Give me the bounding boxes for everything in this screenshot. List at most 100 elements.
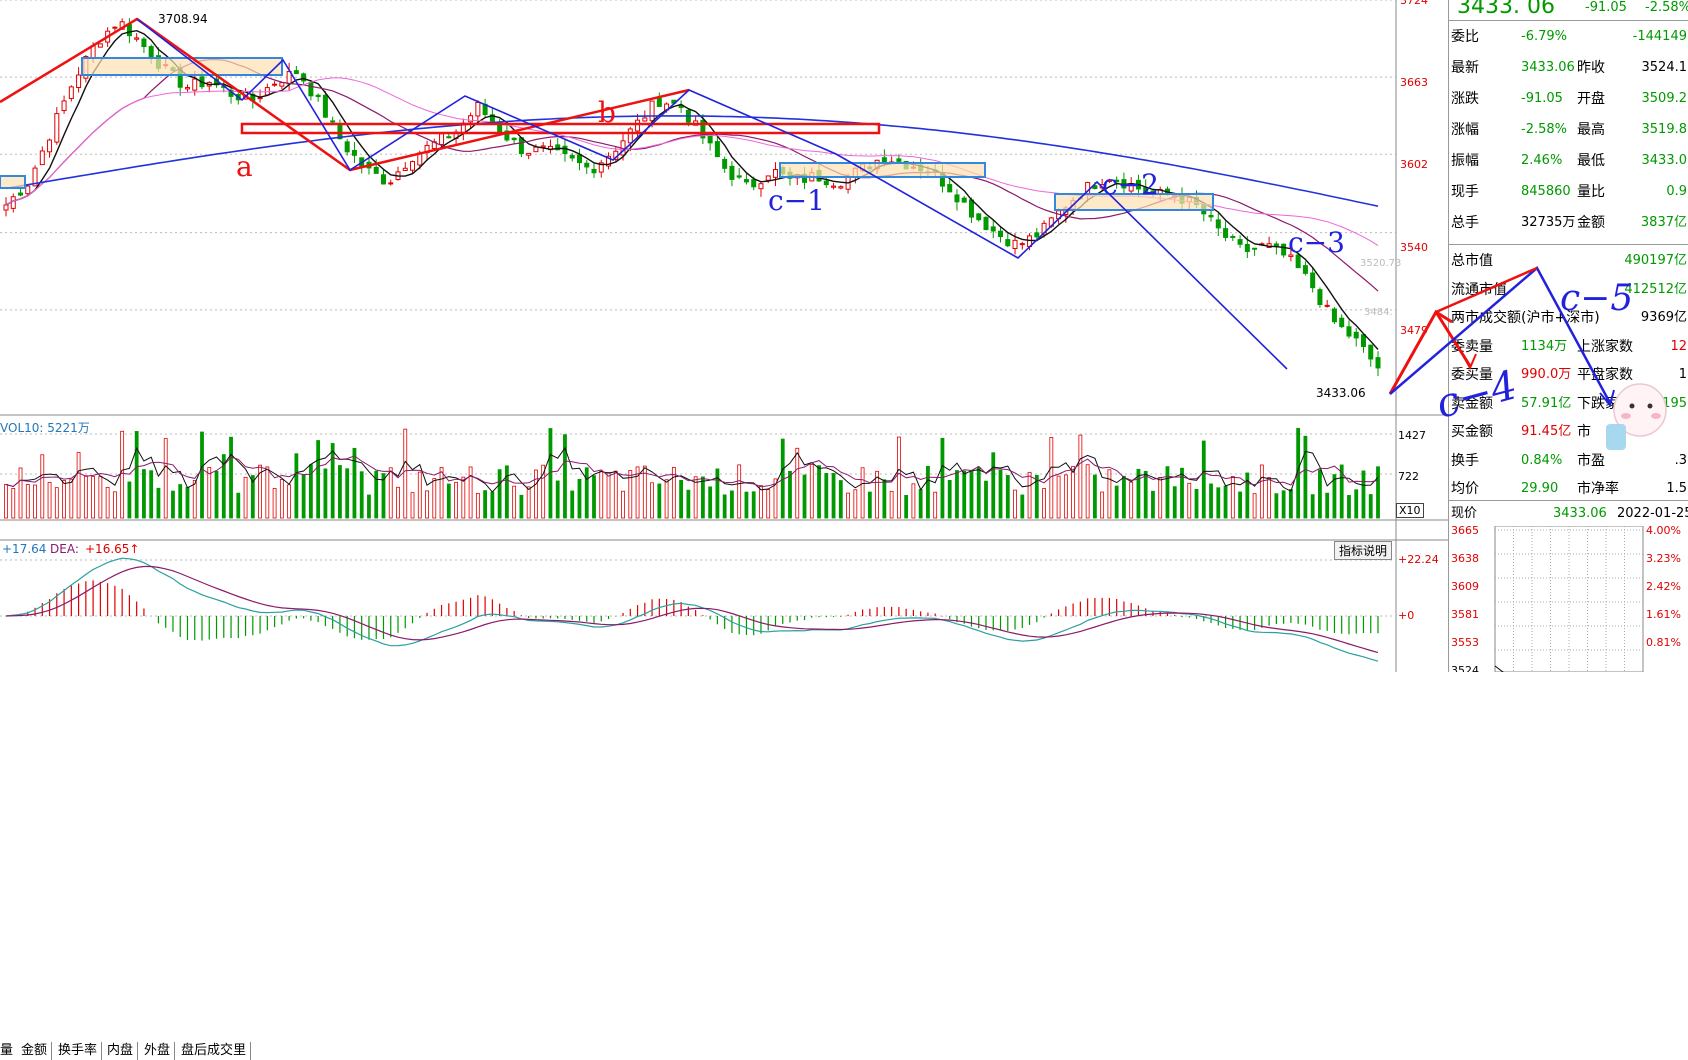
- volume-bar-down: [497, 469, 502, 519]
- candle-up: [468, 115, 474, 123]
- volume-bar-down: [969, 469, 974, 519]
- now-label: 现价: [1451, 506, 1478, 521]
- candle-up: [649, 100, 655, 122]
- volume-bar-up: [454, 481, 458, 519]
- intraday-mini-chart[interactable]: 3665 3638 3609 3581 3553 3524 4.00% 3.23% 2.42% 1…: [1449, 526, 1688, 672]
- volume-bar-up: [98, 475, 103, 519]
- volume-bar-down: [592, 475, 596, 519]
- candle-up: [10, 196, 16, 209]
- volume-bar-up: [541, 464, 546, 519]
- quote-label: 下跌家数: [1577, 395, 1633, 412]
- volume-bar-up: [396, 486, 400, 519]
- volume-bar-down: [708, 486, 713, 519]
- candle-down: [1092, 185, 1098, 189]
- volume-bar-up: [47, 481, 52, 519]
- volume-bar-down: [867, 491, 872, 519]
- x10-badge: X10: [1396, 503, 1424, 518]
- candle-down: [1360, 334, 1366, 347]
- wave-label-c1: c−1: [768, 184, 825, 217]
- candle-down: [1005, 239, 1011, 247]
- quote-value: -2.58%: [1521, 122, 1567, 137]
- volume-bar-down: [730, 490, 734, 519]
- quote-label: 上涨家数: [1577, 338, 1633, 355]
- quote-label: 金额: [1577, 215, 1605, 231]
- volume-bar-down: [323, 468, 328, 519]
- quote-row: 委卖量 1134万 上涨家数 12: [1449, 332, 1688, 362]
- candle-up: [533, 146, 539, 153]
- candle-down: [315, 94, 321, 98]
- volume-bar-down: [1325, 492, 1330, 519]
- quote-label: 市净率: [1577, 481, 1619, 497]
- price-tick: 3724: [1400, 0, 1428, 7]
- quote-value: 2.46%: [1521, 153, 1563, 168]
- volume-bar-down: [584, 467, 589, 519]
- volume-panel: [0, 427, 1396, 519]
- quote-panel: 3433. 06 -91.05 -2.58% 委比 -6.79% -144149 最新…: [1448, 0, 1688, 672]
- volume-bar-down: [294, 453, 299, 519]
- mini-right-tick: 1.61%: [1646, 608, 1681, 621]
- tab-after-hours[interactable]: 盘后成交里: [177, 1042, 252, 1060]
- candle-down: [1331, 308, 1337, 323]
- faint-label-1: 3520.73: [1360, 258, 1402, 269]
- candle-up: [627, 128, 633, 144]
- wave-label-c3: c−3: [1288, 226, 1345, 259]
- volume-bar-down: [446, 483, 451, 519]
- tab-inner[interactable]: 内盘: [103, 1042, 139, 1060]
- volume-bar-down: [744, 491, 749, 519]
- quote-row: 买金额 91.45亿市: [1449, 417, 1688, 447]
- volume-bar-down: [1332, 474, 1337, 519]
- candle-up: [1012, 239, 1018, 250]
- volume-bar-down: [1020, 494, 1025, 519]
- quote-value: 1: [1678, 367, 1687, 382]
- candle-down: [961, 197, 967, 203]
- volume-bar-up: [534, 469, 538, 519]
- candle-down: [896, 158, 902, 162]
- mini-left-tick: 3553: [1451, 636, 1479, 649]
- volume-bar-up: [1063, 474, 1068, 519]
- volume-bar-up: [272, 488, 277, 519]
- candle-down: [714, 141, 720, 158]
- volume-bar-down: [1122, 475, 1126, 519]
- consolidation-box: [779, 162, 986, 178]
- candle-down: [141, 38, 147, 48]
- volume-bar-down: [229, 436, 233, 519]
- volume-bar-up: [875, 470, 880, 519]
- tab-amount[interactable]: 金额: [17, 1042, 53, 1060]
- quote-label: 均价: [1451, 481, 1479, 497]
- volume-bar-up: [163, 438, 168, 519]
- tab-turnover[interactable]: 换手率: [54, 1042, 103, 1060]
- candle-up: [1041, 222, 1047, 236]
- volume-bar-up: [192, 480, 197, 519]
- price-axis: 3724 3663 3602 3540 3479: [1396, 0, 1448, 420]
- quote-row: 最新 3433.06 昨收 3524.1: [1449, 53, 1688, 83]
- candle-down: [330, 120, 336, 123]
- volume-bar-down: [998, 469, 1003, 519]
- tab-outer[interactable]: 外盘: [140, 1042, 176, 1060]
- candle-down: [1281, 243, 1287, 256]
- mini-left-tick: 3609: [1451, 580, 1479, 593]
- candle-up: [388, 182, 394, 185]
- volume-bar-down: [976, 467, 981, 519]
- candle-up: [1324, 304, 1330, 307]
- volume-bar-down: [185, 486, 190, 519]
- volume-bar-down: [577, 478, 582, 519]
- price-tick: 3479: [1400, 324, 1428, 337]
- tab-volume[interactable]: 量: [0, 1042, 19, 1060]
- vol10-label: VOL10: 5221万: [0, 421, 90, 435]
- quote-row: 换手 0.84% 市盈 .3: [1449, 446, 1688, 476]
- quote-header: 3433. 06 -91.05 -2.58%: [1449, 0, 1688, 20]
- candlestick-chart[interactable]: [0, 0, 1448, 672]
- volume-bar-up: [795, 447, 800, 519]
- quote-value: -91.05: [1521, 91, 1563, 106]
- quote-value: 0.84%: [1521, 452, 1563, 468]
- indicator-help-button[interactable]: 指标说明: [1334, 541, 1393, 560]
- volume-bar-up: [461, 476, 466, 519]
- quote-value: 12: [1670, 338, 1687, 354]
- candle-down: [1317, 289, 1323, 305]
- volume-bar-down: [236, 492, 241, 519]
- candle-down: [1310, 272, 1316, 289]
- volume-bar-down: [563, 434, 567, 519]
- candle-down: [569, 155, 575, 159]
- candle-down: [1295, 254, 1301, 269]
- volume-bar-up: [1267, 477, 1272, 519]
